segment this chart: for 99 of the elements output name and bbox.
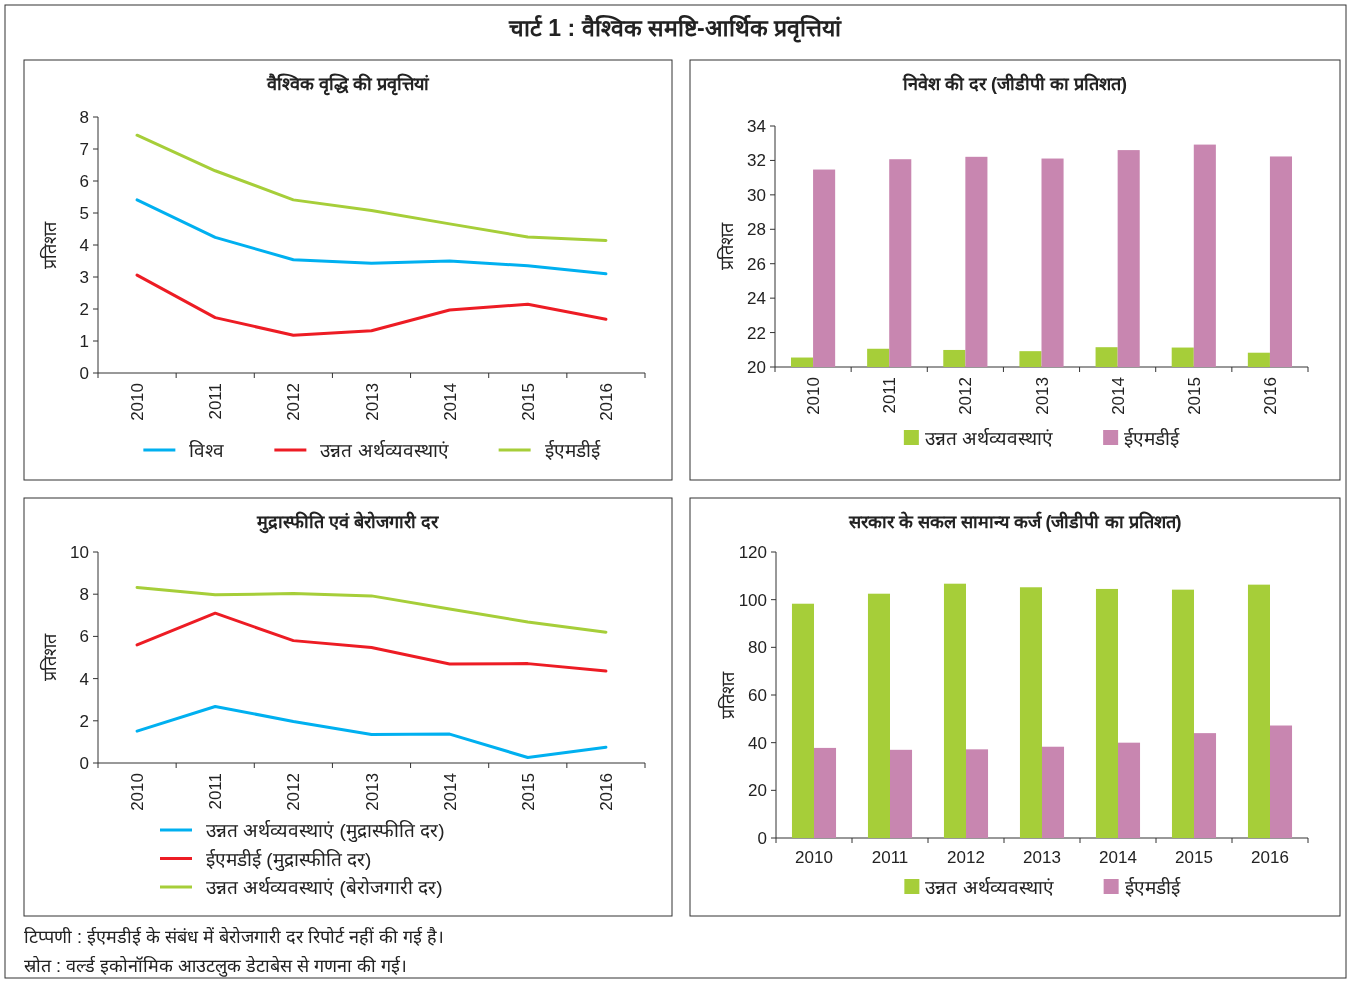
bar bbox=[867, 593, 890, 838]
y-tick-label: 120 bbox=[738, 543, 767, 562]
legend-label: उन्नत अर्थव्यवस्थाएं bbox=[925, 876, 1054, 898]
y-tick-label: 8 bbox=[79, 108, 89, 127]
y-tick-label: 60 bbox=[748, 686, 767, 705]
y-tick-label: 7 bbox=[79, 140, 89, 159]
x-tick-label: 2013 bbox=[1023, 848, 1061, 867]
x-tick-label: 2011 bbox=[880, 377, 900, 414]
x-tick-label: 2014 bbox=[440, 773, 460, 811]
x-tick-label: 2012 bbox=[947, 848, 985, 867]
line-series bbox=[135, 273, 608, 337]
bar bbox=[1118, 742, 1141, 838]
y-tick-label: 4 bbox=[79, 236, 89, 255]
x-tick-label: 2010 bbox=[128, 773, 148, 811]
y-tick-label: 1 bbox=[79, 332, 89, 351]
x-tick-label: 2016 bbox=[596, 773, 616, 811]
legend-label: ईएमडीई bbox=[544, 439, 601, 461]
bar bbox=[1095, 588, 1118, 838]
text: टिप्पणी : ईएमडीई के संबंध में बेरोजगारी दर रिपोर्ट नहीं की गई है। bbox=[24, 926, 445, 947]
x-tick-label: 2014 bbox=[440, 383, 460, 421]
bar bbox=[943, 583, 966, 838]
x-tick-label: 2010 bbox=[128, 383, 148, 421]
x-tick-label: 2016 bbox=[1260, 377, 1280, 415]
legend-label: उन्नत अर्थव्यवस्थाएं bbox=[320, 439, 449, 461]
x-tick-label: 2012 bbox=[284, 773, 304, 811]
line-series bbox=[135, 704, 608, 760]
legend-label: ईएमडीई bbox=[1124, 876, 1181, 898]
x-tick-label: 2014 bbox=[1108, 377, 1128, 415]
bar bbox=[814, 747, 837, 838]
x-tick-label: 2013 bbox=[362, 773, 382, 811]
y-tick-label: 24 bbox=[747, 289, 766, 309]
bar bbox=[1247, 584, 1270, 838]
legend-label: उन्नत अर्थव्यवस्थाएं bbox=[924, 427, 1054, 449]
y-tick-label: 2 bbox=[79, 300, 89, 319]
legend-label: ईएमडीई bbox=[1124, 427, 1181, 449]
y-tick-label: 80 bbox=[748, 638, 767, 658]
x-tick-label: 2016 bbox=[1251, 848, 1289, 867]
y-tick-label: 5 bbox=[79, 204, 89, 223]
bar bbox=[791, 603, 814, 838]
y-axis-title: प्रतिशत bbox=[717, 670, 738, 719]
y-tick-label: 28 bbox=[747, 220, 766, 240]
y-axis-title: प्रतिशत bbox=[39, 633, 60, 681]
y-tick-label: 8 bbox=[79, 585, 89, 605]
y-tick-label: 100 bbox=[738, 590, 767, 610]
x-tick-label: 2010 bbox=[804, 377, 824, 415]
y-tick-label: 22 bbox=[747, 323, 766, 343]
x-tick-label: 2011 bbox=[206, 773, 226, 810]
bar bbox=[1270, 725, 1293, 838]
chart-title: सरकार के सकल सामान्य कर्ज (जीडीपी का प्रतिशत) bbox=[847, 511, 1182, 532]
text: स्रोत : वर्ल्ड इकोनॉमिक आउटलुक डेटाबेस से गणना की गई। bbox=[24, 955, 408, 977]
line-series bbox=[135, 611, 608, 673]
y-tick-label: 2 bbox=[79, 711, 89, 731]
x-tick-label: 2012 bbox=[956, 377, 976, 415]
x-tick-label: 2016 bbox=[596, 383, 616, 421]
bar bbox=[890, 749, 913, 838]
y-tick-label: 26 bbox=[747, 254, 766, 274]
legend-label: उन्नत अर्थव्यवस्थाएं (बेरोजगारी दर) bbox=[206, 876, 443, 898]
y-tick-label: 34 bbox=[747, 117, 766, 136]
y-tick-label: 32 bbox=[747, 151, 766, 171]
x-tick-label: 2011 bbox=[871, 848, 909, 867]
y-tick-label: 0 bbox=[79, 754, 89, 773]
y-tick-label: 30 bbox=[747, 185, 766, 205]
x-tick-label: 2012 bbox=[284, 383, 304, 421]
bar bbox=[1171, 589, 1194, 838]
y-tick-label: 40 bbox=[748, 733, 767, 753]
y-tick-label: 0 bbox=[757, 829, 767, 848]
y-tick-label: 6 bbox=[79, 627, 89, 647]
chart-title: निवेश की दर (जीडीपी का प्रतिशत) bbox=[902, 73, 1127, 94]
x-tick-label: 2011 bbox=[206, 383, 226, 420]
y-tick-label: 0 bbox=[79, 364, 89, 383]
text: चार्ट 1 : वैश्विक समष्टि-आर्थिक प्रवृत्तियां bbox=[507, 14, 843, 43]
y-tick-label: 3 bbox=[79, 268, 89, 287]
line-series bbox=[135, 133, 608, 243]
bar bbox=[1194, 733, 1217, 838]
legend-label: उन्नत अर्थव्यवस्थाएं (मुद्रास्फीति दर) bbox=[206, 819, 445, 843]
y-axis-title: प्रतिशत bbox=[716, 222, 737, 270]
x-tick-label: 2013 bbox=[362, 383, 382, 421]
y-tick-label: 20 bbox=[748, 781, 767, 801]
line-series bbox=[135, 198, 608, 276]
bar bbox=[966, 749, 989, 838]
chart-title: मुद्रास्फीति एवं बेरोजगारी दर bbox=[256, 511, 440, 534]
y-tick-label: 6 bbox=[79, 172, 89, 191]
y-axis-title: प्रतिशत bbox=[39, 220, 60, 269]
x-tick-label: 2014 bbox=[1099, 848, 1137, 867]
legend-label: ईएमडीई (मुद्रास्फीति दर) bbox=[206, 847, 372, 872]
line-series bbox=[135, 585, 608, 634]
x-tick-label: 2015 bbox=[1175, 848, 1213, 867]
x-tick-label: 2015 bbox=[1184, 377, 1204, 415]
y-tick-label: 20 bbox=[747, 358, 766, 377]
x-tick-label: 2015 bbox=[518, 383, 538, 421]
bar bbox=[1042, 746, 1065, 838]
x-tick-label: 2015 bbox=[518, 773, 538, 811]
x-tick-label: 2010 bbox=[795, 848, 833, 867]
bar bbox=[1019, 587, 1042, 838]
y-tick-label: 10 bbox=[70, 543, 89, 562]
chart-title: वैश्विक वृद्धि की प्रवृत्तियां bbox=[265, 73, 430, 96]
legend-label: विश्व bbox=[189, 439, 225, 461]
x-tick-label: 2013 bbox=[1032, 377, 1052, 415]
y-tick-label: 4 bbox=[79, 669, 89, 689]
